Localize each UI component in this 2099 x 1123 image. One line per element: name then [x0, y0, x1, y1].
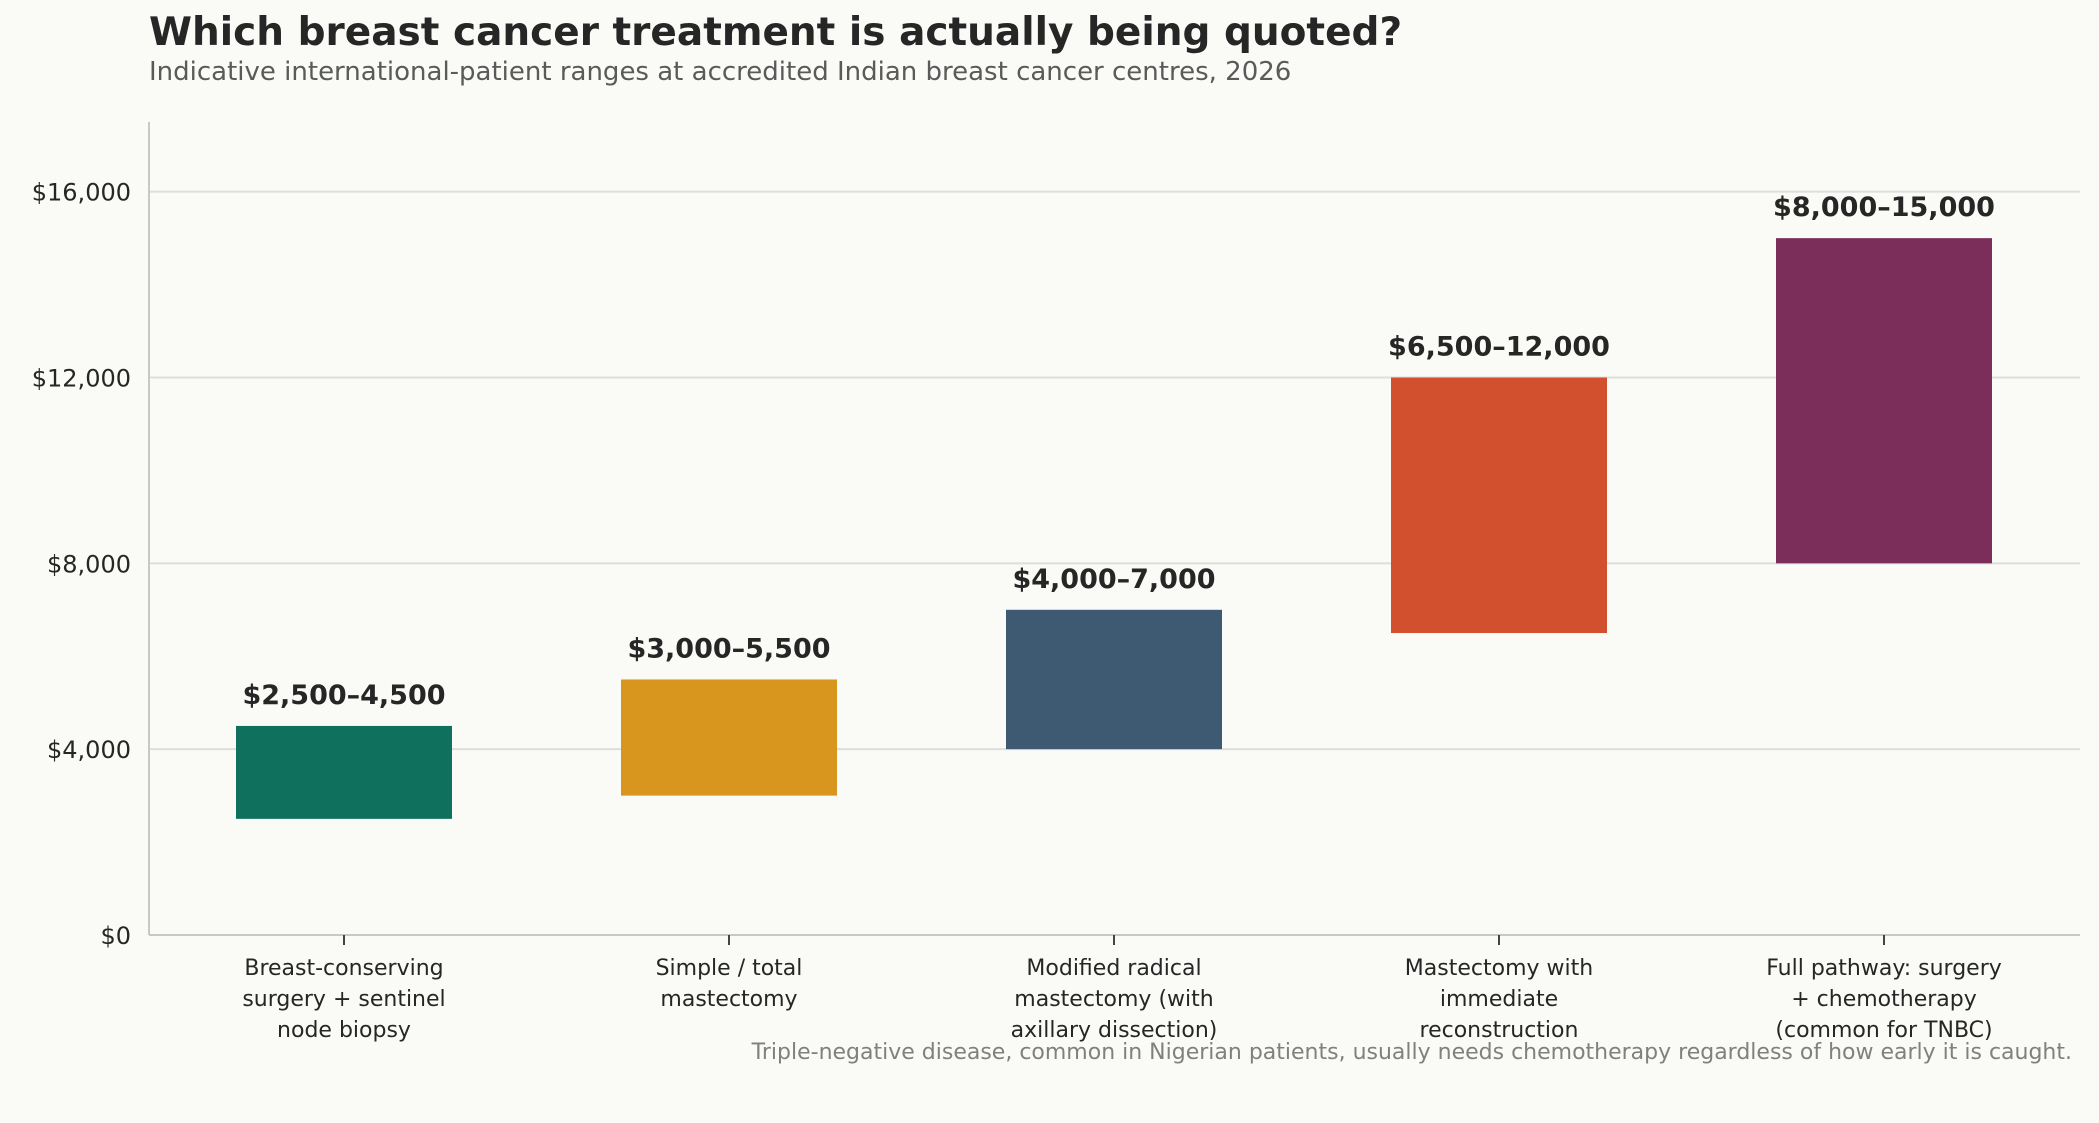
gridlines: [149, 190, 2080, 751]
x-tick-label: mastectomy (with: [1014, 987, 1213, 1012]
y-tick-label: $4,000: [47, 736, 131, 764]
range-bar: [621, 679, 837, 796]
range-labels: $2,500–4,500 $3,000–5,500 $4,000–7,000 $6,5…: [242, 192, 1994, 711]
x-tick-label: reconstruction: [1420, 1018, 1579, 1043]
x-tick-label: Mastectomy with: [1405, 956, 1593, 981]
x-tick-label: surgery + sentinel: [242, 987, 445, 1012]
x-tick-label: Full pathway: surgery: [1766, 956, 2002, 981]
range-bar: [1006, 609, 1222, 750]
y-tick-label: $8,000: [47, 550, 131, 578]
range-label: $4,000–7,000: [1012, 564, 1215, 595]
range-bar: [236, 725, 452, 819]
range-bar: [1391, 377, 1607, 634]
range-label: $3,000–5,500: [627, 633, 830, 664]
y-tick-label: $16,000: [32, 179, 131, 207]
range-label: $8,000–15,000: [1773, 192, 1995, 223]
x-tick-label: + chemotherapy: [1791, 987, 1977, 1012]
range-bar: [1776, 238, 1992, 564]
chart-subtitle: Indicative international-patient ranges …: [149, 57, 1292, 87]
x-tick-label: Breast-conserving: [244, 956, 443, 981]
x-tick-label: Simple / total: [656, 956, 803, 981]
chart-footnote: Triple-negative disease, common in Niger…: [751, 1040, 2072, 1065]
range-label: $2,500–4,500: [242, 680, 445, 711]
x-tick-label: Modified radical: [1026, 956, 1201, 981]
y-tick-label: $0: [100, 922, 131, 950]
y-tick-label: $12,000: [32, 365, 131, 393]
x-tick-label: (common for TNBC): [1775, 1018, 1992, 1043]
range-label: $6,500–12,000: [1388, 332, 1610, 363]
chart-title: Which breast cancer treatment is actuall…: [149, 10, 1403, 55]
x-tick-label: axillary dissection): [1011, 1018, 1218, 1043]
x-tick-label: mastectomy: [660, 987, 797, 1012]
y-axis-ticks: $0 $4,000 $8,000 $12,000 $16,000: [32, 179, 131, 950]
x-tick-label: node biopsy: [277, 1018, 411, 1043]
x-axis-ticks: Breast-conserving surgery + sentinel node …: [242, 935, 2002, 1043]
x-tick-label: immediate: [1440, 987, 1558, 1012]
bars: [236, 238, 1992, 819]
